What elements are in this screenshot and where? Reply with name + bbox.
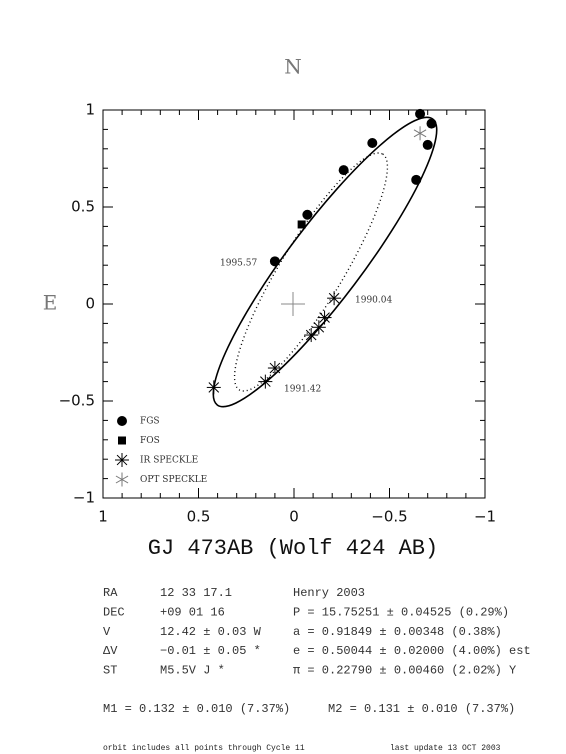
legend-label: FGS <box>140 417 160 427</box>
y-tick-label: −1 <box>73 489 95 507</box>
fgs-point <box>302 209 313 220</box>
footer: last update 13 OCT 2003 <box>390 744 501 753</box>
info-cell: ST <box>103 663 117 677</box>
info-cell: 12 33 17.1 <box>160 586 232 600</box>
info-cell: −0.01 ± 0.05 * <box>160 644 261 658</box>
opt-speckle-point <box>413 126 427 141</box>
fgs-point <box>338 165 349 176</box>
x-tick-label: −0.5 <box>371 508 407 526</box>
info-cell: 12.42 ± 0.03 W <box>160 625 262 639</box>
fos-point <box>118 436 126 445</box>
annotation: 1995.57 <box>220 259 257 269</box>
info-cell: V <box>103 625 111 639</box>
ir-speckle-point <box>304 328 319 343</box>
fgs-point <box>426 118 437 129</box>
x-tick-label: 1 <box>98 508 108 526</box>
ir-speckle-point <box>327 291 342 306</box>
chart-title: GJ 473AB (Wolf 424 AB) <box>148 536 438 561</box>
mass: M2 = 0.131 ± 0.010 (7.37%) <box>328 702 515 716</box>
marker-arm <box>208 382 220 393</box>
marker-arm <box>260 376 271 387</box>
marker-arm <box>116 454 128 466</box>
ir-speckle-point <box>267 361 282 376</box>
x-tick-label: 0 <box>289 508 299 526</box>
info-cell: RA <box>103 586 118 600</box>
fgs-point <box>117 416 127 426</box>
inner-orbit <box>233 152 389 392</box>
info-cell: Henry 2003 <box>293 586 365 600</box>
x-tick-label: −1 <box>474 508 496 526</box>
fgs-point <box>411 174 422 185</box>
legend-label: IR SPECKLE <box>140 456 198 466</box>
x-tick-label: 0.5 <box>187 508 211 526</box>
marker-arm <box>413 129 427 138</box>
marker-arm <box>269 362 281 374</box>
opt-speckle-point <box>115 472 129 487</box>
legend-label: FOS <box>140 436 160 446</box>
east-label: E <box>43 291 58 315</box>
marker-arm <box>115 475 129 484</box>
north-label: N <box>284 55 302 79</box>
info-cell: a = 0.91849 ± 0.00348 (0.38%) <box>293 625 502 639</box>
fgs-point <box>269 256 280 267</box>
annotation: 1991.42 <box>284 385 321 395</box>
info-cell: e = 0.50044 ± 0.02000 (4.00%) est <box>293 644 531 658</box>
info-cell: P = 15.75251 ± 0.04525 (0.29%) <box>293 605 509 619</box>
ir-speckle-point <box>258 374 273 389</box>
info-cell: π = 0.22790 ± 0.00460 (2.02%) Y <box>293 663 516 677</box>
annotation: 1990.04 <box>355 296 392 306</box>
mass: M1 = 0.132 ± 0.010 (7.37%) <box>103 702 290 716</box>
info-cell: ΔV <box>103 644 118 658</box>
fgs-point <box>415 108 426 119</box>
fgs-point <box>422 139 433 150</box>
y-tick-label: −0.5 <box>59 392 95 410</box>
fgs-point <box>367 137 378 148</box>
y-tick-label: 0.5 <box>71 198 95 216</box>
info-cell: M5.5V J * <box>160 663 225 677</box>
ir-speckle-point <box>115 453 129 467</box>
legend-label: OPT SPECKLE <box>140 475 207 485</box>
fos-point <box>297 220 306 229</box>
ir-speckle-point <box>317 310 332 325</box>
y-tick-label: 0 <box>85 295 95 313</box>
footer: orbit includes all points through Cycle … <box>103 744 305 753</box>
marker-arm <box>328 292 340 304</box>
y-tick-label: 1 <box>85 101 95 119</box>
info-cell: +09 01 16 <box>160 605 225 619</box>
marker-arm <box>319 312 330 323</box>
info-cell: DEC <box>103 605 125 619</box>
marker-arm <box>305 329 317 341</box>
ir-speckle-point <box>206 380 221 395</box>
